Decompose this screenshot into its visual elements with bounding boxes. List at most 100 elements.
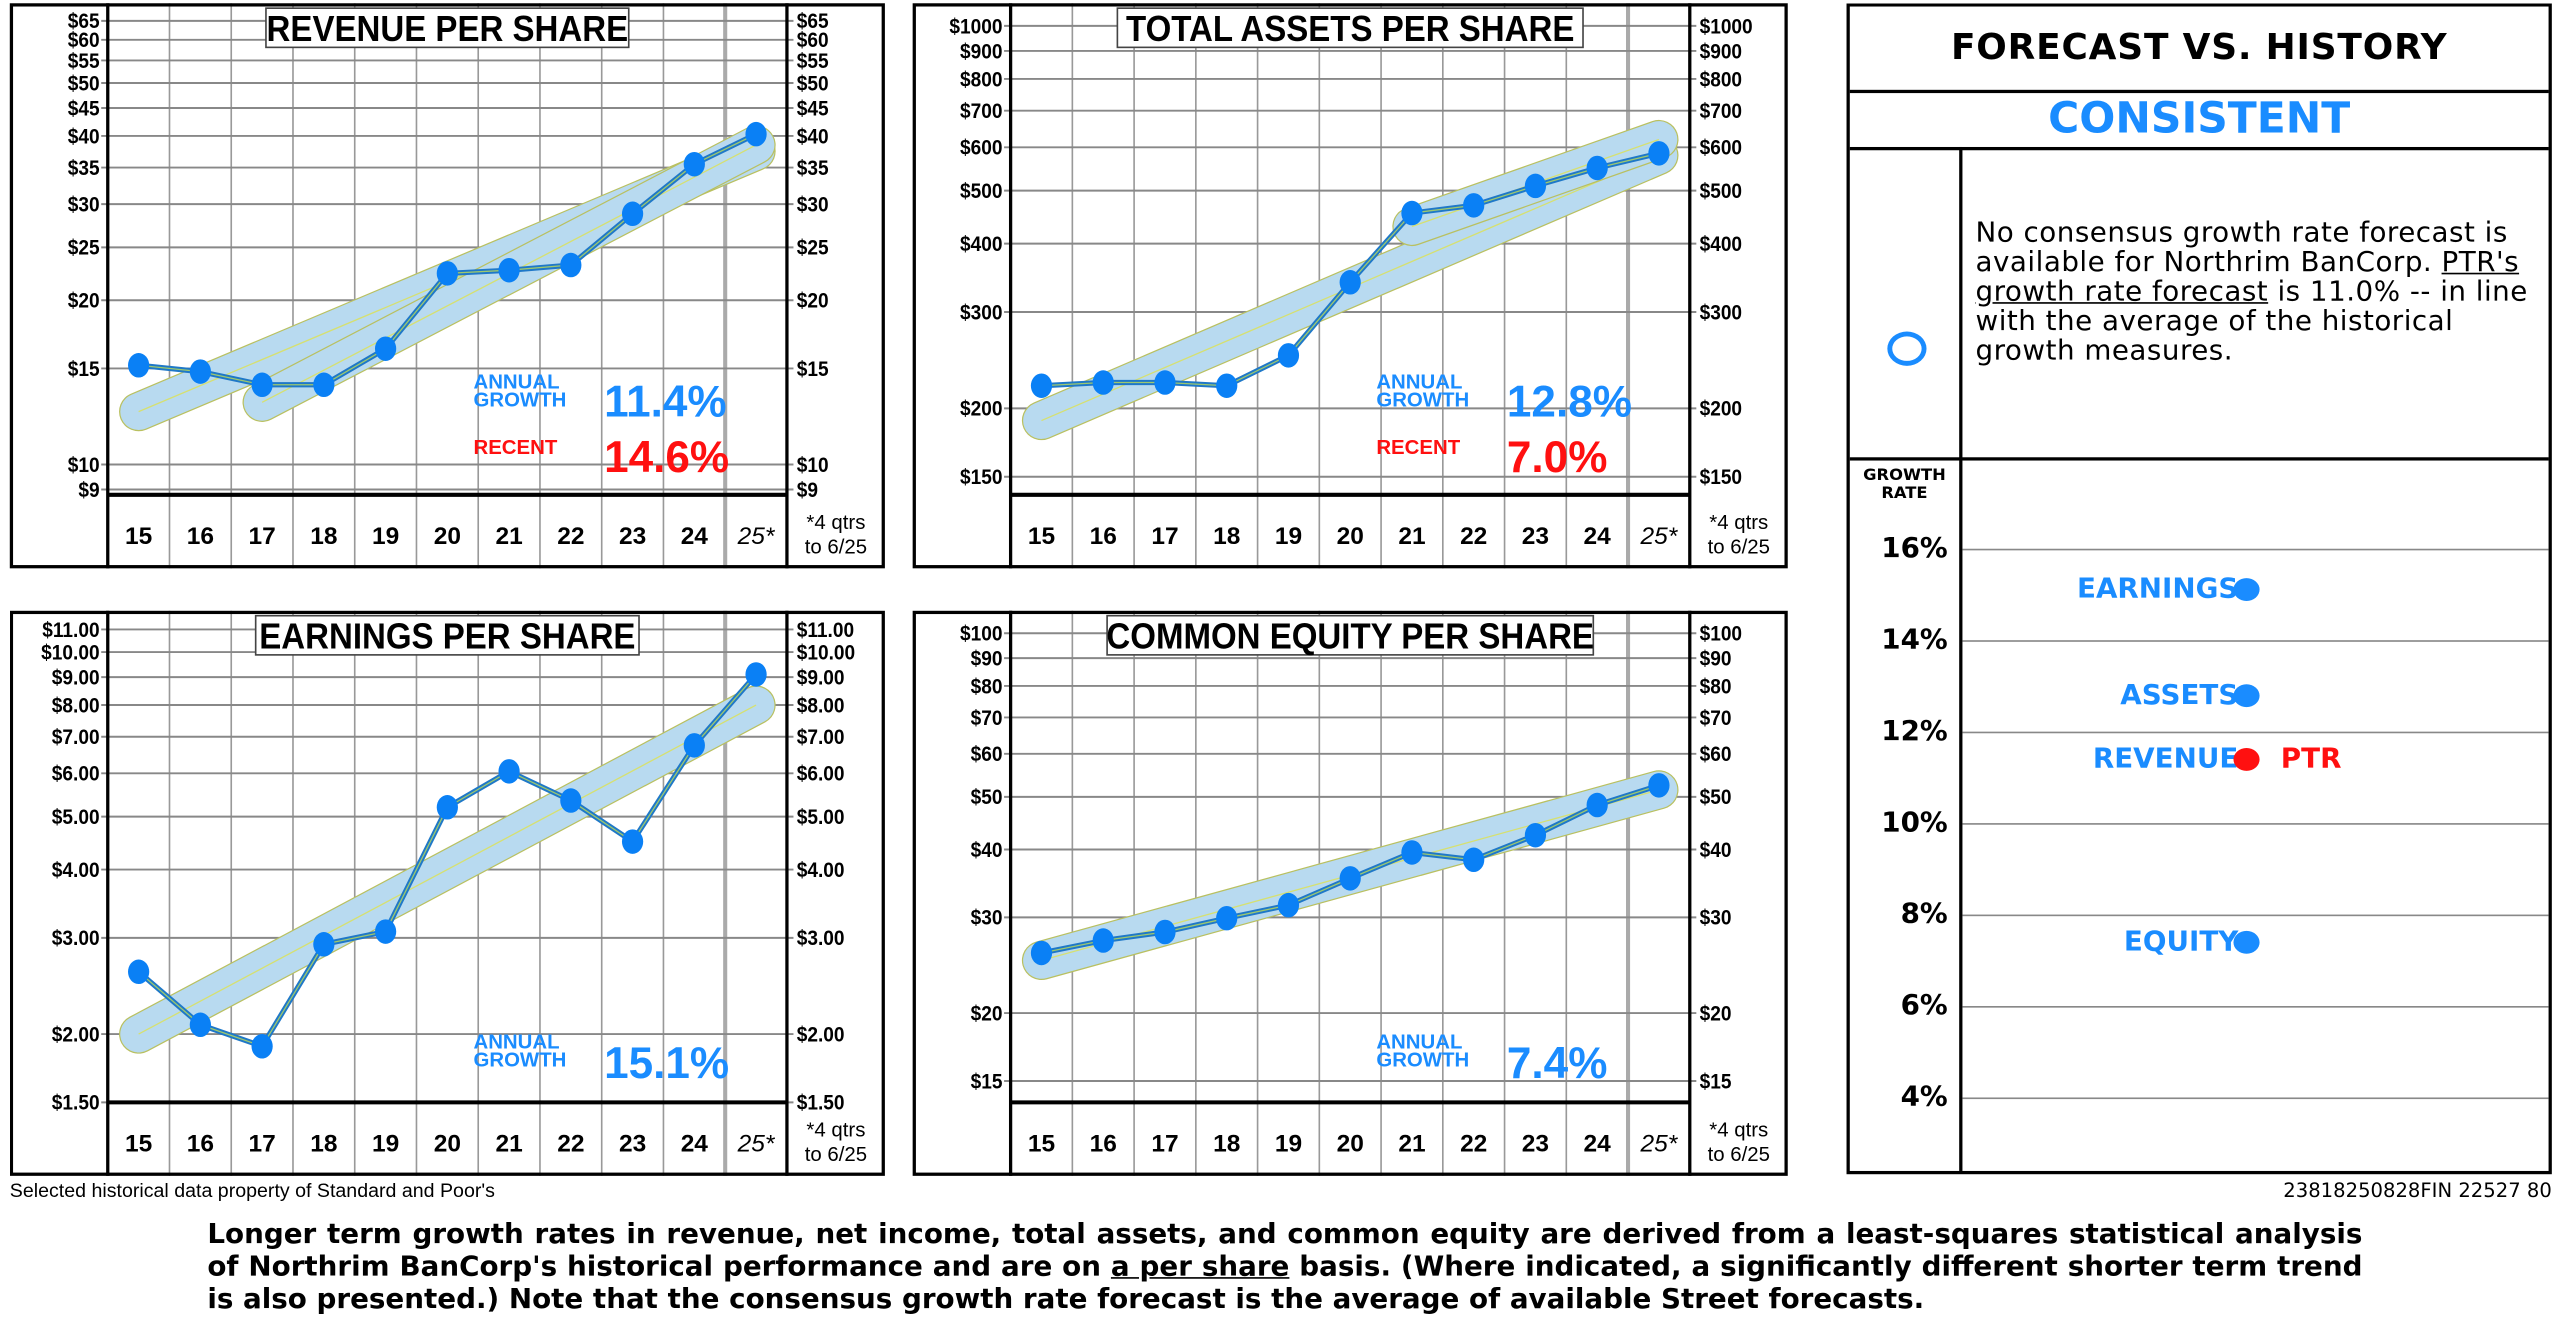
x-tick-label: 20 [1337,523,1364,550]
data-point [189,359,211,384]
data-point [621,829,644,854]
data-point [1401,200,1423,226]
growth-tick-label: 14% [1881,623,1948,657]
y-tick-label-left: $15 [68,358,100,381]
ptr-forecast-label: PTR [2280,742,2342,776]
y-tick-label-left: $25 [68,237,100,260]
x-tick-label: 24 [681,1130,709,1157]
chart-title: COMMON EQUITY PER SHARE [1106,617,1594,657]
y-tick-label-right: $2.00 [797,1024,845,1047]
y-tick-label-left: $50 [68,73,100,96]
y-tick-label-right: $9 [797,479,818,502]
x-tick-label: 21 [1398,523,1425,550]
x-tick-label: 23 [1522,523,1549,550]
chart-frame [9,3,885,569]
y-tick-label-right: $100 [1700,623,1742,646]
x-tick-label: 18 [310,523,337,550]
chart-title-box [1116,7,1584,49]
annual-growth-label: ANNUAL [1376,1031,1462,1053]
data-point [1463,193,1485,218]
chart-title-box [265,7,630,49]
period-note: *4 qtrs [1709,512,1768,534]
forecast-link[interactable]: PTR's growth rate forecast [1975,246,2520,309]
y-tick-label-right: $4.00 [797,859,845,882]
y-tick-label-right: $300 [1700,301,1742,324]
x-tick-label: 15 [1028,523,1055,550]
x-tick-label: 25* [1640,523,1679,550]
y-tick-label-left: $8.00 [52,695,100,718]
y-tick-label-right: $10.00 [797,642,855,665]
y-tick-label-right: $50 [797,73,829,96]
data-point [436,795,458,820]
x-tick-label: 25* [737,1130,776,1157]
consistent-circle-icon [1887,331,1927,366]
total-assets-per-share-chart: $150 $150 $200 $200 $300 $300 $400 $400 $500 $500… [912,3,1788,569]
annual-growth-label: GROWTH [473,1049,566,1071]
x-tick-label: 16 [1090,523,1117,550]
annual-growth-label: GROWTH [1376,1049,1469,1071]
y-tick-label-left: $50 [971,786,1003,809]
x-tick-label: 24 [681,523,709,550]
x-tick-label: 18 [1213,523,1240,550]
forecast-text-part: No consensus growth rate forecast is ava… [1975,217,2508,280]
data-point [128,353,150,378]
panel-title: FORECAST VS. HISTORY [1849,7,2549,94]
annual-growth-label: GROWTH [473,390,566,412]
growth-marker-dot [2233,747,2260,771]
chart-title: EARNINGS PER SHARE [259,617,635,657]
x-tick-label: 20 [1337,1130,1364,1157]
x-tick-label: 19 [372,1130,399,1157]
revenue-per-share-chart: $9 $9 $10 $10 $15 $15 $20 $20 $25 $25 $30 $30 $35 $35… [9,3,885,569]
growth-gridline [1962,823,2549,825]
y-tick-label-right: $6.00 [797,763,845,786]
recent-growth-label: RECENT [473,437,557,459]
y-tick-label-left: $100 [960,623,1002,646]
y-tick-label-left: $10.00 [41,642,99,665]
x-tick-label: 22 [1460,1130,1487,1157]
data-point [1401,840,1423,865]
x-tick-label: 18 [310,1130,337,1157]
data-point [1277,343,1300,368]
data-point [621,201,644,227]
growth-head-line: GROWTH [1863,467,1946,486]
y-tick-label-right: $9.00 [797,667,845,690]
x-tick-label: 22 [1460,523,1487,550]
growth-gridline [1962,731,2549,734]
data-point [1339,866,1361,891]
y-tick-label-right: $40 [797,125,829,148]
y-tick-label-left: $700 [960,100,1002,123]
y-tick-label-left: $1.50 [52,1092,100,1115]
x-tick-label: 24 [1584,523,1612,550]
x-tick-label: 15 [125,1130,152,1157]
y-tick-label-left: $900 [960,40,1002,63]
y-tick-label-left: $65 [68,10,100,33]
x-tick-label: 17 [248,1130,275,1157]
data-point [1648,773,1670,798]
data-point [1524,822,1547,848]
forecast-text: No consensus growth rate forecast is ava… [1976,219,2547,366]
x-tick-label: 19 [1275,523,1302,550]
data-point [374,919,397,944]
data-point [1030,940,1053,966]
data-point [560,788,582,813]
y-tick-label-left: $150 [960,466,1002,489]
data-point [313,932,335,957]
y-tick-label-left: $55 [68,50,100,73]
y-tick-label-right: $200 [1700,398,1742,421]
annual-growth-label: ANNUAL [473,1031,559,1053]
report-code: 23818250828FIN 22527 80 [2283,1179,2552,1202]
x-tick-label: 15 [125,523,152,550]
y-tick-label-right: $1.50 [797,1092,845,1115]
chart-frame [912,3,1788,569]
x-tick-label: 17 [1151,523,1178,550]
y-tick-label-left: $90 [971,648,1003,671]
y-tick-label-right: $15 [1700,1070,1732,1093]
forecast-text-part: is 11.0% -- in line with the average of … [1975,275,2528,368]
y-tick-label-left: $800 [960,68,1002,91]
y-tick-label-right: $70 [1700,707,1732,730]
x-tick-label: 21 [1398,1130,1425,1157]
chart-frame [9,610,885,1176]
data-point [1154,370,1176,395]
y-tick-label-right: $1000 [1700,15,1753,38]
